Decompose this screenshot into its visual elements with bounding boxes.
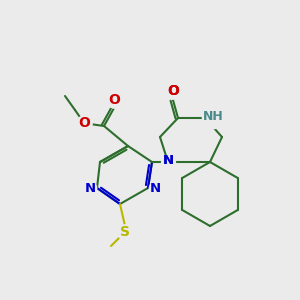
Text: S: S — [120, 225, 130, 239]
Text: O: O — [108, 93, 120, 107]
Text: N: N — [162, 154, 174, 167]
Text: O: O — [167, 84, 179, 98]
Text: N: N — [162, 154, 174, 167]
Text: N: N — [149, 182, 161, 194]
Text: N: N — [84, 182, 96, 194]
Text: NH: NH — [202, 110, 224, 124]
Text: O: O — [78, 116, 90, 130]
Text: O: O — [167, 84, 179, 98]
